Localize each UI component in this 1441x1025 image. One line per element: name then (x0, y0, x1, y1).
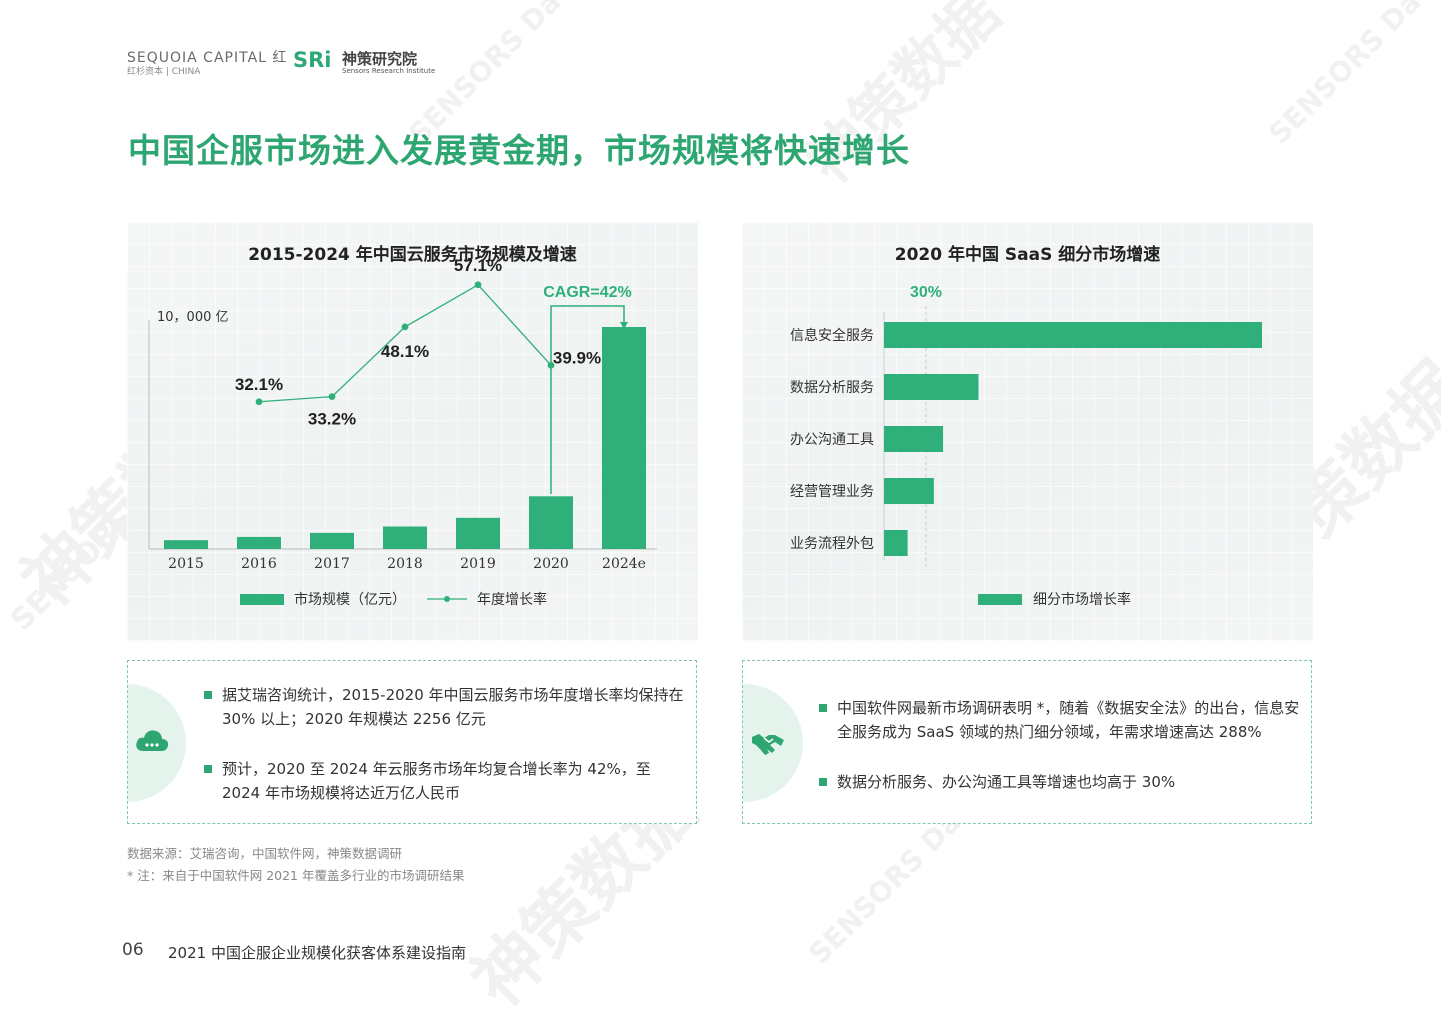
growth-point (255, 398, 263, 406)
right-summary-box: 中国软件网最新市场调研表明 *，随着《数据安全法》的出台，信息安全服务成为 Sa… (742, 660, 1312, 824)
growth-rate-label: 32.1% (235, 375, 283, 394)
legend-line-label: 年度增长率 (477, 591, 547, 608)
growth-rate-label: 33.2% (308, 410, 356, 429)
bullet-item: 预计，2020 至 2024 年云服务市场年均复合增长率为 42%，至 2024… (204, 757, 684, 805)
sri-logo: SRi (293, 48, 332, 72)
growth-point (328, 393, 336, 401)
x-tick-label: 2019 (460, 556, 496, 572)
bar (884, 478, 934, 504)
right-bullet-list: 中国软件网最新市场调研表明 *，随着《数据安全法》的出台，信息安全服务成为 Sa… (819, 696, 1304, 820)
sequoia-subtitle: 红杉资本 | CHINA (127, 67, 201, 77)
bar (884, 426, 944, 452)
legend-bar-label: 细分市场增长率 (1033, 591, 1131, 608)
legend-bar-swatch (978, 594, 1022, 605)
bar (884, 530, 908, 556)
bullet-item: 中国软件网最新市场调研表明 *，随着《数据安全法》的出台，信息安全服务成为 Sa… (819, 696, 1304, 744)
sequoia-logo: SEQUOIA CAPITAL 红 (127, 50, 288, 66)
left-summary-box: 据艾瑞咨询统计，2015-2020 年中国云服务市场年度增长率均保持在 30% … (127, 660, 697, 824)
legend-bar-swatch (240, 594, 284, 605)
bar (602, 327, 646, 549)
y-unit-label: 10，000 亿 (157, 310, 229, 325)
x-tick-label: 2024e (602, 556, 646, 572)
left-chart: 10，000 亿 2015 2016 2017 2018 2019 2020 2024e 32.… (148, 256, 657, 608)
growth-rate-label: 48.1% (381, 342, 429, 361)
right-chart-title: 2020 年中国 SaaS 细分市场增速 (894, 245, 1161, 265)
bullet-item: 数据分析服务、办公沟通工具等增速也均高于 30% (819, 770, 1304, 794)
page-title: 中国企服市场进入发展黄金期，市场规模将快速增长 (128, 131, 910, 170)
reference-label: 30% (910, 284, 942, 301)
x-tick-label: 2020 (533, 556, 569, 572)
watermark: SENSORS Data (1262, 0, 1441, 151)
bar (310, 532, 354, 549)
footer-doc-title: 2021 中国企服企业规模化获客体系建设指南 (168, 944, 466, 962)
growth-point (474, 281, 482, 289)
bullet-item: 据艾瑞咨询统计，2015-2020 年中国云服务市场年度增长率均保持在 30% … (204, 683, 684, 731)
x-tick-label: 2015 (168, 556, 204, 572)
category-label: 经营管理业务 (790, 484, 874, 500)
x-tick-label: 2018 (387, 556, 423, 572)
bar (237, 536, 281, 549)
page-number: 06 (122, 940, 144, 960)
source-note: 数据来源：艾瑞咨询，中国软件网，神策数据调研 (127, 846, 403, 861)
cagr-bracket (550, 305, 625, 494)
cloud-icon (134, 727, 170, 757)
handshake-icon (751, 731, 785, 761)
legend-line-marker (444, 596, 450, 602)
bar (884, 322, 1262, 348)
growth-rate-label: 39.9% (553, 348, 601, 367)
sri-english-name: Sensors Research Institute (342, 67, 436, 75)
growth-rate-label: 57.1% (454, 256, 502, 275)
bar (383, 526, 427, 549)
panel-background (742, 222, 1313, 641)
legend-bar-label: 市场规模（亿元） (294, 591, 406, 608)
left-chart-title: 2015-2024 年中国云服务市场规模及增速 (248, 245, 577, 265)
bar (456, 517, 500, 549)
cagr-label: CAGR=42% (543, 284, 631, 301)
sri-name: 神策研究院 (342, 50, 418, 68)
left-bullet-list: 据艾瑞咨询统计，2015-2020 年中国云服务市场年度增长率均保持在 30% … (204, 683, 684, 823)
bar (164, 540, 208, 549)
x-tick-label: 2016 (241, 556, 277, 572)
right-chart-panel: 2020 年中国 SaaS 细分市场增速 30% 信息安全服务 数据分析服务 办公沟通… (742, 222, 1313, 641)
growth-point (401, 323, 409, 331)
x-tick-label: 2017 (314, 556, 350, 572)
cagr-arrow (620, 322, 628, 329)
bar (884, 374, 979, 400)
footnote: * 注：来自于中国软件网 2021 年覆盖多行业的市场调研结果 (127, 868, 465, 883)
category-label: 信息安全服务 (790, 327, 874, 344)
category-label: 业务流程外包 (790, 536, 874, 552)
category-label: 数据分析服务 (790, 380, 874, 396)
left-chart-panel: 2015-2024 年中国云服务市场规模及增速 10，000 亿 2015 2016… (127, 222, 698, 641)
bar (529, 496, 573, 549)
category-label: 办公沟通工具 (790, 432, 874, 448)
